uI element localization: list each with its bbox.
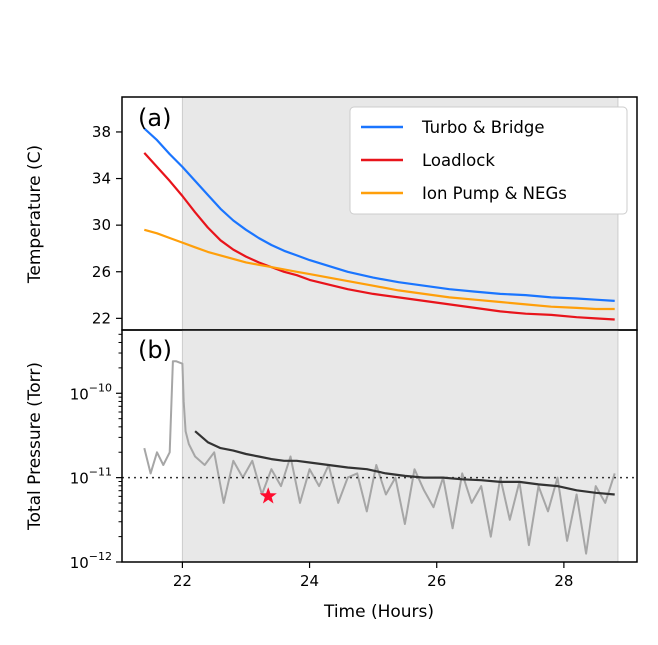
panel-a-y-axis-label: Temperature (C) xyxy=(25,145,45,284)
series-line-loadlock xyxy=(143,152,615,321)
panel-b-y-axis-label: Total Pressure (Torr) xyxy=(25,362,45,531)
series-line-raw xyxy=(143,360,616,555)
panel-b-label: (b) xyxy=(138,336,172,364)
y-tick-label: 10−10 xyxy=(70,381,112,403)
series-line-ion-pump-negs xyxy=(144,228,615,311)
panel-b-y-ticks: 10−12 10−11 10−10 xyxy=(70,333,122,572)
panel-b-frame xyxy=(121,329,638,563)
y-tick-label: 10−11 xyxy=(70,466,112,488)
panel-a-label: (a) xyxy=(138,104,171,132)
panel-a-series xyxy=(143,127,615,321)
x-tick-label: 28 xyxy=(554,572,573,590)
x-tick-label: 22 xyxy=(173,572,192,590)
y-tick-label: 26 xyxy=(92,263,111,281)
legend: Turbo & Bridge Loadlock Ion Pump & NEGs xyxy=(349,106,628,215)
panel-a: 22 26 30 34 38 (a) Temperature (C) Turbo & B… xyxy=(25,96,638,331)
x-tick-label: 26 xyxy=(427,572,446,590)
legend-label-turbo-bridge: Turbo & Bridge xyxy=(421,118,545,137)
legend-box xyxy=(349,106,628,215)
y-tick-label: 34 xyxy=(92,170,111,188)
legend-label-loadlock: Loadlock xyxy=(422,151,495,170)
legend-label-ion-pump-negs: Ion Pump & NEGs xyxy=(422,184,567,203)
panel-a-y-ticks: 22 26 30 34 38 xyxy=(92,123,122,327)
x-axis-label: Time (Hours) xyxy=(323,602,434,622)
panel-b: 10−12 10−11 10−10 22 24 26 28 (b) Total Press… xyxy=(25,329,638,622)
panel-b-shaded-region xyxy=(181,329,619,563)
x-tick-label: 24 xyxy=(300,572,319,590)
star-marker xyxy=(259,487,277,504)
y-tick-label: 10−12 xyxy=(70,550,112,572)
series-line-smoothed xyxy=(194,430,615,496)
y-tick-label: 38 xyxy=(92,123,111,141)
panel-b-series xyxy=(143,360,616,555)
panel-b-x-ticks: 22 24 26 28 xyxy=(173,562,573,590)
y-tick-label: 22 xyxy=(92,309,111,327)
series-line-turbo-bridge xyxy=(143,127,615,302)
y-tick-label: 30 xyxy=(92,216,111,234)
